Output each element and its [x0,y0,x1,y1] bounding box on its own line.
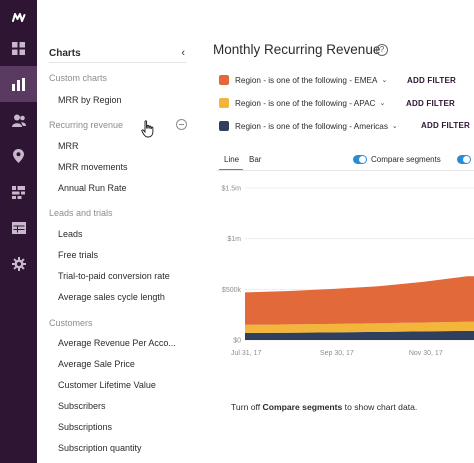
section-leads-and-trials[interactable]: Leads and trials [49,208,113,218]
help-icon[interactable]: ? [376,44,388,56]
compare-note: Turn off Compare segments to show chart … [231,402,417,412]
secondary-toggle[interactable] [457,155,471,164]
sidebar-item-mrr-by-region[interactable]: MRR by Region [58,95,122,105]
filter-row-americas[interactable]: Region - is one of the following - Ameri… [219,119,398,133]
page-title: Monthly Recurring Revenue [213,42,381,57]
area-series-emea[interactable] [245,276,474,325]
section-custom-charts[interactable]: Custom charts [49,73,108,83]
sidebar-item-sales-cycle[interactable]: Average sales cycle length [58,292,165,302]
sidebar-item-free-trials[interactable]: Free trials [58,250,99,260]
chevron-down-icon[interactable]: ⌄ [381,77,388,84]
filter-label: Region - is one of the following - APAC [235,98,376,108]
sidebar-item-mrr-movements[interactable]: MRR movements [58,162,128,172]
add-filter-button[interactable]: ADD FILTER [421,121,470,130]
sidebar-item-customer-lifetime-value[interactable]: Customer Lifetime Value [58,380,156,390]
sidebar-item-annual-run-rate[interactable]: Annual Run Rate [58,183,127,193]
x-tick-label: Sep 30, 17 [320,350,354,357]
note-bold: Compare segments [262,402,343,412]
sidebar-item-average-sale-price[interactable]: Average Sale Price [58,359,135,369]
hand-cursor-icon [141,120,154,138]
area-series-americas[interactable] [245,330,474,340]
chevron-left-icon[interactable]: ‹ [181,47,185,59]
sidebar-item-arpa[interactable]: Average Revenue Per Acco... [58,338,176,348]
people-icon [11,114,26,127]
filter-label: Region - is one of the following - Ameri… [235,121,388,131]
tabs-divider [217,170,474,171]
emea-swatch [219,75,229,85]
tab-line[interactable]: Line [224,155,240,164]
table-icon [11,222,26,234]
rail-settings[interactable] [0,246,37,282]
map-pin-icon [13,149,24,163]
y-tick-label: $500k [222,287,242,294]
compare-segments-toggle[interactable] [353,155,367,164]
sidebar-item-mrr[interactable]: MRR [58,141,79,151]
bar-chart-icon [12,77,25,91]
filter-row-emea[interactable]: Region - is one of the following - EMEA … [219,73,387,87]
sidebar-item-subscribers[interactable]: Subscribers [58,401,106,411]
charts-sidebar: Charts ‹ Custom charts MRR by Region Rec… [37,0,197,463]
add-filter-button[interactable]: ADD FILTER [406,99,455,108]
filter-label: Region - is one of the following - EMEA [235,75,378,85]
y-tick-label: $1.5m [222,186,242,193]
section-recurring-revenue[interactable]: Recurring revenue [49,120,124,130]
sidebar-item-subscriptions[interactable]: Subscriptions [58,422,113,432]
grid-icon [12,41,25,55]
app-logo[interactable] [0,0,37,34]
rail-flows[interactable] [0,174,37,210]
gear-icon [11,257,26,271]
icon-rail [0,0,37,463]
rail-data[interactable] [0,210,37,246]
blocks-icon [12,185,25,199]
chevron-down-icon[interactable]: ⌄ [391,123,398,130]
tab-bar[interactable]: Bar [249,155,262,164]
add-filter-button[interactable]: ADD FILTER [407,76,456,85]
collapse-section-icon[interactable] [176,119,187,130]
sidebar-header: Charts ‹ [49,47,185,59]
logo-icon [11,13,25,22]
rail-customers[interactable] [0,102,37,138]
note-suffix: to show chart data. [342,402,418,412]
sidebar-divider [49,62,186,63]
sidebar-item-leads[interactable]: Leads [58,229,83,239]
apac-swatch [219,98,229,108]
y-tick-label: $0 [233,338,241,345]
rail-locations[interactable] [0,138,37,174]
compare-segments-label: Compare segments [371,155,441,164]
mrr-area-chart: $0 $500k $1m $1.5m Jul 31, 17 Sep 30, 17 Nov 3… [222,186,474,357]
sidebar-item-trial-to-paid[interactable]: Trial-to-paid conversion rate [58,271,170,281]
sidebar-title: Charts [49,47,81,59]
rail-dashboard[interactable] [0,30,37,66]
area-series-apac[interactable] [245,321,474,333]
filter-row-apac[interactable]: Region - is one of the following - APAC … [219,96,385,110]
main-panel: Monthly Recurring Revenue ? Region - is … [197,0,474,463]
americas-swatch [219,121,229,131]
rail-charts[interactable] [0,66,37,102]
x-tick-label: Jul 31, 17 [231,350,261,357]
sidebar-item-subscription-quantity[interactable]: Subscription quantity [58,443,142,453]
chevron-down-icon[interactable]: ⌄ [379,100,386,107]
section-customers[interactable]: Customers [49,318,93,328]
y-tick-label: $1m [227,236,241,243]
x-tick-label: Nov 30, 17 [409,350,443,357]
note-prefix: Turn off [231,402,263,412]
